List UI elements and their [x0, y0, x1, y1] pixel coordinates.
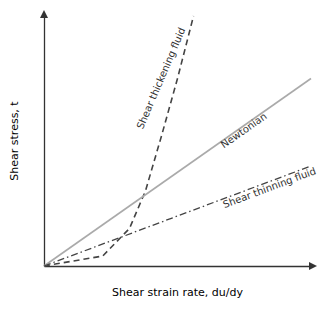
- series-line: [44, 79, 311, 267]
- axis-line: [45, 266, 312, 267]
- series-line: [44, 16, 194, 266]
- annotations: Shear thickening fluid Newtonian Shear thi…: [134, 26, 317, 210]
- chart: Shear thickening fluid Newtonian Shear thi…: [0, 0, 329, 312]
- axis-arrows: [40, 10, 317, 270]
- y-axis-title: Shear stress, t: [8, 101, 21, 181]
- axis-line: [44, 17, 45, 267]
- annotation: Shear thickening fluid: [134, 26, 187, 131]
- lines: [44, 16, 311, 266]
- x-axis-title: Shear strain rate, du/dy: [112, 286, 243, 299]
- axis-arrow: [309, 262, 317, 270]
- annotation: Shear thinning fluid: [221, 165, 317, 210]
- x-axis: [45, 266, 312, 267]
- y-axis: [44, 17, 45, 267]
- plot: Shear thickening fluid Newtonian Shear thi…: [40, 10, 317, 270]
- annotation: Newtonian: [219, 110, 269, 150]
- axis-arrow: [40, 10, 48, 18]
